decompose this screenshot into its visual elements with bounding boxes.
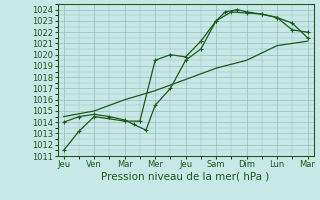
X-axis label: Pression niveau de la mer( hPa ): Pression niveau de la mer( hPa ) <box>101 172 270 182</box>
